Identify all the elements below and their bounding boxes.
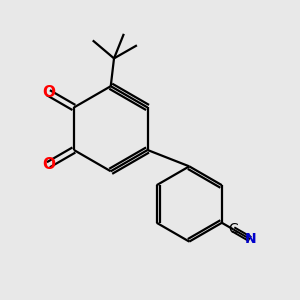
Text: C: C <box>228 222 238 236</box>
Text: O: O <box>42 85 55 100</box>
Text: N: N <box>244 232 256 246</box>
Text: O: O <box>42 157 55 172</box>
